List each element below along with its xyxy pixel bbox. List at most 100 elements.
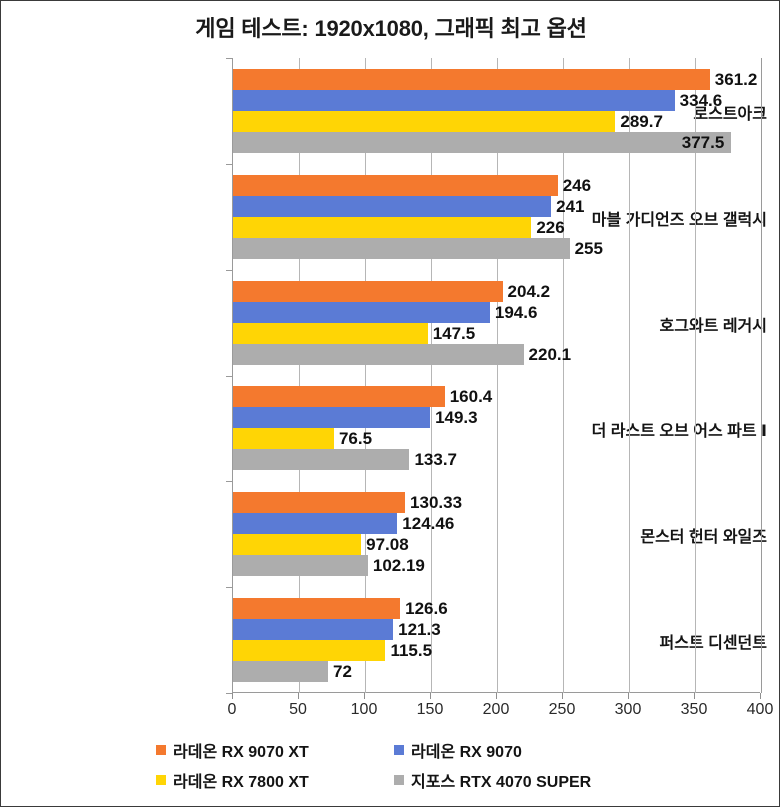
bar-value-label: 76.5: [338, 429, 373, 449]
bar-row: 255: [233, 237, 761, 259]
legend-item[interactable]: 라데온 RX 9070 XT: [156, 738, 309, 762]
bar[interactable]: [233, 534, 362, 556]
bar-value-label: 121.3: [398, 620, 441, 640]
bar[interactable]: [233, 407, 431, 429]
legend-swatch-icon: [156, 775, 166, 785]
bar-value-label: 147.5: [432, 323, 476, 343]
category-label: 몬스터 헌터 와일즈: [640, 529, 767, 547]
bar[interactable]: [233, 492, 406, 514]
bar-row: 289.7: [233, 110, 761, 132]
gridline: [365, 58, 366, 693]
bar[interactable]: [233, 449, 410, 471]
bar[interactable]: [233, 428, 334, 450]
category-label: 퍼스트 디센던트: [659, 635, 768, 653]
gridline: [563, 58, 564, 693]
legend-item[interactable]: 지포스 RTX 4070 SUPER: [394, 768, 591, 792]
x-tick-label: 0: [227, 701, 237, 718]
gridline: [695, 58, 696, 693]
category-label: 호그와트 레거시: [659, 317, 768, 335]
x-tick-mark: [562, 693, 563, 699]
category-label: 마블 가디언즈 오브 갤럭시: [591, 211, 767, 229]
bar-value-label: 220.1: [528, 344, 572, 364]
chart-legend: 라데온 RX 9070 XT 라데온 RX 9070 라데온 RX 7800 XT 지…: [1, 734, 779, 800]
bar[interactable]: [233, 555, 368, 577]
x-tick-label: 100: [350, 701, 378, 718]
bar[interactable]: [233, 301, 490, 323]
gridline: [761, 58, 762, 693]
bar-row: 72: [233, 661, 761, 683]
bar[interactable]: [233, 661, 329, 683]
bar-row: 147.5: [233, 322, 761, 344]
legend-label: 라데온 RX 9070: [411, 744, 522, 761]
bar[interactable]: [233, 280, 503, 302]
bar-value-label: 289.7: [620, 111, 663, 131]
x-tick-mark: [232, 693, 233, 699]
category-label: 로스트아크: [693, 105, 767, 123]
x-tick-mark: [430, 693, 431, 699]
bar[interactable]: [233, 174, 558, 196]
x-tick-mark: [628, 693, 629, 699]
x-tick-mark: [760, 693, 761, 699]
bar-value-label: 334.6: [679, 90, 723, 110]
bar[interactable]: [233, 131, 732, 153]
bar[interactable]: [233, 216, 532, 238]
legend-swatch-icon: [394, 775, 404, 785]
bar-value-label: 115.5: [390, 641, 433, 661]
chart-title: 게임 테스트: 1920x1080, 그래픽 최고 옵션: [195, 16, 587, 41]
bar-row: 334.6: [233, 89, 761, 111]
legend-label: 라데온 RX 9070 XT: [173, 744, 309, 761]
legend-item[interactable]: 라데온 RX 9070: [394, 738, 522, 762]
bar[interactable]: [233, 195, 552, 217]
bar[interactable]: [233, 619, 394, 641]
bar[interactable]: [233, 237, 570, 259]
bar-row: 361.2: [233, 68, 761, 90]
bar-group: 160.4 149.3 76.5 133.7: [233, 386, 761, 471]
bar-row: 226: [233, 216, 761, 238]
bar-row: 241: [233, 195, 761, 217]
bar[interactable]: [233, 89, 675, 111]
bar[interactable]: [233, 110, 616, 132]
bar-value-label: 194.6: [494, 302, 538, 322]
x-tick-label: 150: [416, 701, 444, 718]
bar-row: 194.6: [233, 301, 761, 323]
bar[interactable]: [233, 322, 428, 344]
bar-row: 246: [233, 174, 761, 196]
x-tick-label: 50: [289, 701, 307, 718]
bar-value-label: 361.2: [714, 69, 758, 89]
gridline: [299, 58, 300, 693]
bar-row: 97.08: [233, 534, 761, 556]
bar-row: 130.33: [233, 492, 761, 514]
y-tick-mark: [226, 587, 232, 589]
bar-value-label: 241: [556, 196, 585, 216]
gridline: [497, 58, 498, 693]
bar[interactable]: [233, 640, 386, 662]
bar-row: 121.3: [233, 619, 761, 641]
bar-row: 124.46: [233, 513, 761, 535]
bar-row: 102.19: [233, 555, 761, 577]
bar-value-label: 149.3: [435, 408, 478, 428]
legend-swatch-icon: [156, 745, 166, 755]
bar[interactable]: [233, 68, 710, 90]
bar-row: 126.6: [233, 598, 761, 620]
bar-row: 149.3: [233, 407, 761, 429]
x-tick-mark: [694, 693, 695, 699]
bar-value-label: 255: [574, 238, 603, 258]
bar-row: 204.2: [233, 280, 761, 302]
bar-value-label: 160.4: [449, 387, 493, 407]
bar[interactable]: [233, 513, 398, 535]
bar-value-label: 102.19: [372, 556, 425, 576]
gridline: [629, 58, 630, 693]
x-tick-mark: [364, 693, 365, 699]
legend-item[interactable]: 라데온 RX 7800 XT: [156, 768, 309, 792]
bar-group: 204.2 194.6 147.5 220.1: [233, 280, 761, 365]
bar-row: 220.1: [233, 343, 761, 365]
bar[interactable]: [233, 598, 401, 620]
x-tick-label: 350: [680, 701, 708, 718]
bar[interactable]: [233, 386, 445, 408]
y-tick-mark: [226, 58, 232, 59]
gridline: [431, 58, 432, 693]
bar-value-label: 377.5: [681, 132, 725, 152]
bar[interactable]: [233, 343, 524, 365]
x-tick-label: 250: [548, 701, 576, 718]
